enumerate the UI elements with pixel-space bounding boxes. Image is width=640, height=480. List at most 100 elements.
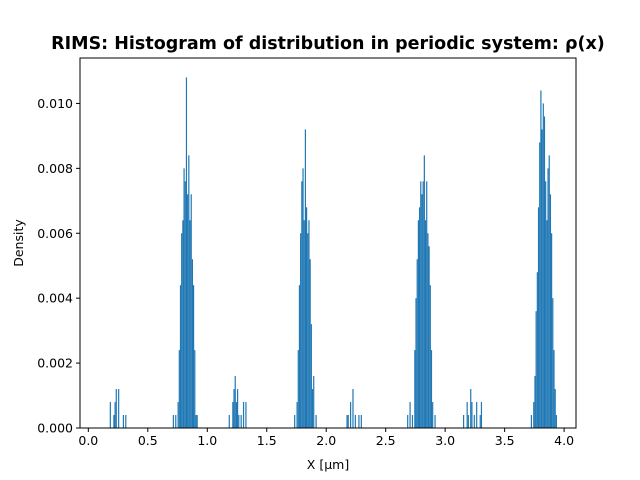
histogram-bar (352, 389, 354, 428)
x-tick-label: 2.5 (376, 433, 396, 448)
histogram-bar (463, 415, 465, 428)
histogram-bar (303, 220, 305, 428)
histogram-bar (172, 415, 174, 428)
histogram-bar (535, 311, 537, 428)
histogram-bar (235, 402, 238, 428)
histogram-bar (306, 207, 308, 428)
x-tick-label: 0.5 (138, 433, 158, 448)
histogram-bar (175, 415, 177, 428)
histogram-bar (245, 402, 247, 428)
histogram-bar (466, 402, 468, 428)
x-tick-label: 4.0 (554, 433, 574, 448)
x-axis-ticks: 0.0 0.5 1.0 1.5 2.0 2.5 3.0 3.5 4.0 (78, 428, 574, 448)
histogram-bar (434, 415, 436, 428)
histogram-bar (421, 194, 423, 428)
histogram-bar (302, 168, 304, 428)
histogram-bar (354, 415, 356, 428)
y-tick-label: 0.010 (37, 96, 73, 111)
histogram-bar (530, 415, 532, 428)
histogram-bar (347, 415, 349, 428)
plot-area-frame (79, 57, 577, 429)
histogram-bar (350, 402, 352, 428)
histogram-bar (237, 389, 239, 428)
histogram-bar (479, 415, 481, 428)
histogram-bar (194, 350, 196, 428)
histogram-bar (310, 324, 312, 428)
histogram-bar (541, 129, 543, 428)
histogram-bar (480, 402, 483, 428)
x-tick-label: 3.0 (435, 433, 455, 448)
histogram-bar (548, 155, 550, 428)
histogram-bar (195, 415, 197, 428)
histogram-bar (313, 376, 315, 428)
histogram-bar (182, 220, 184, 428)
histogram-bar (429, 285, 431, 428)
histogram-bar (346, 415, 348, 428)
histogram-bar (228, 415, 230, 428)
histogram-bar (115, 389, 117, 428)
histogram-bar (422, 181, 424, 428)
histogram-bar (296, 402, 298, 428)
histogram-bar (242, 402, 245, 428)
histogram-bar (177, 402, 179, 428)
histogram-bar (414, 350, 416, 428)
x-tick-label: 0.0 (78, 433, 98, 448)
x-tick-label: 3.5 (495, 433, 515, 448)
histogram-bar (184, 181, 186, 428)
histogram-bar (309, 259, 311, 428)
histogram-bar (298, 285, 301, 428)
x-tick-label: 1.0 (197, 433, 217, 448)
y-tick-label: 0.008 (37, 161, 73, 176)
y-axis-ticks: 0.000 0.002 0.004 0.006 0.008 0.010 (37, 96, 80, 436)
histogram-bar (294, 415, 296, 428)
histogram-bar (553, 350, 555, 428)
histogram-bar (534, 376, 536, 428)
histogram-bar (551, 233, 553, 428)
histogram-bar (360, 415, 362, 428)
histogram-bar (430, 350, 433, 428)
histogram-bars (109, 77, 557, 429)
histogram-bar (118, 389, 120, 428)
histogram-bar (409, 402, 411, 428)
histogram-bar (193, 285, 195, 428)
histogram-bar (549, 194, 552, 428)
y-tick-label: 0.006 (37, 226, 73, 241)
histogram-bar (467, 415, 469, 428)
histogram-bar (539, 142, 541, 428)
histogram-bar (545, 181, 547, 428)
histogram-bar (407, 415, 409, 428)
histogram-bar (238, 415, 240, 428)
histogram-bar (418, 207, 421, 428)
x-tick-label: 2.0 (316, 433, 336, 448)
histogram-bar (125, 415, 127, 428)
histogram-bar (428, 246, 430, 428)
histogram-bar (114, 402, 116, 428)
histogram-bar (423, 155, 425, 428)
y-axis-label: Density (11, 219, 26, 267)
histogram-bar (411, 415, 414, 428)
histogram-bar (536, 272, 538, 428)
histogram-bar (183, 168, 185, 428)
histogram-bar (178, 350, 180, 428)
histogram-bar (315, 415, 317, 428)
histogram-bar (196, 415, 198, 428)
y-tick-label: 0.004 (37, 291, 73, 306)
histogram-bar (300, 233, 302, 428)
histogram-bar (537, 207, 540, 428)
histogram-bar (297, 350, 299, 428)
histogram-bar (533, 402, 535, 428)
y-tick-label: 0.000 (37, 421, 73, 436)
histogram-bar (554, 389, 556, 428)
histogram-bar (424, 220, 427, 428)
histogram-bar (232, 402, 234, 428)
histogram-bar (415, 298, 417, 428)
histogram-bar (234, 376, 236, 428)
histogram-bar (109, 402, 111, 428)
histogram-bar (542, 103, 544, 428)
histogram-bar (185, 77, 188, 428)
x-tick-label: 1.5 (257, 433, 277, 448)
histogram-bar (420, 181, 422, 428)
histogram-bar (547, 168, 549, 428)
